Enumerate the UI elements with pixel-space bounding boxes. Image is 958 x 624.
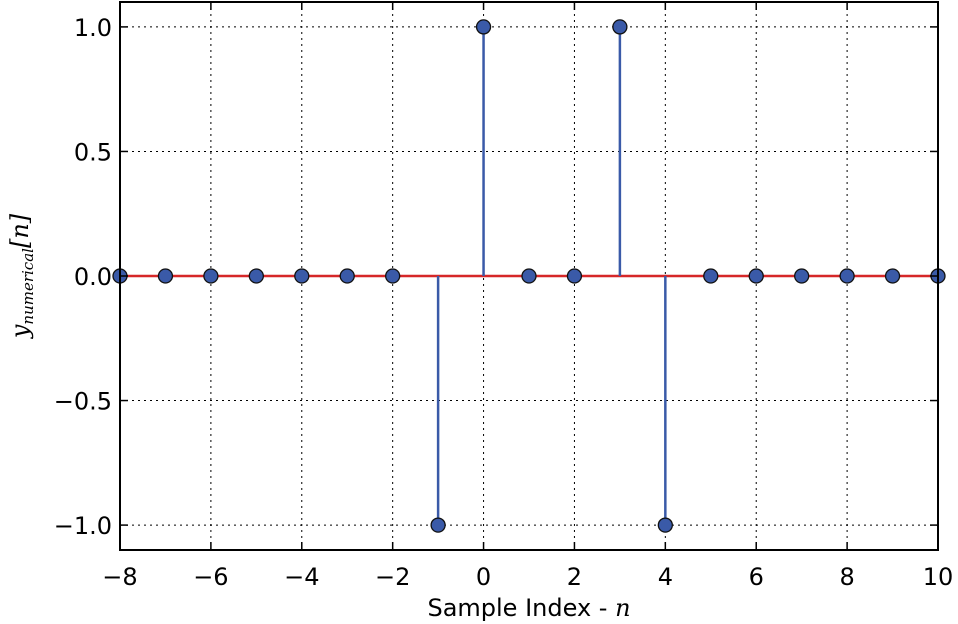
x-tick-label: 6 bbox=[749, 563, 764, 591]
stem-marker bbox=[203, 268, 219, 284]
stem-marker bbox=[748, 268, 764, 284]
x-tick-label: −4 bbox=[284, 563, 319, 591]
stem-marker bbox=[248, 268, 264, 284]
x-axis-label: Sample Index - n bbox=[427, 594, 630, 622]
stem-marker bbox=[385, 268, 401, 284]
stem-marker bbox=[566, 268, 583, 284]
y-tick-label: 1.0 bbox=[74, 14, 112, 42]
x-axis-label-var: n bbox=[615, 594, 630, 622]
x-tick-label: 8 bbox=[839, 563, 854, 591]
stem-marker bbox=[157, 268, 174, 284]
x-tick-label: −8 bbox=[102, 563, 137, 591]
stem-marker bbox=[839, 268, 855, 284]
stem-marker bbox=[612, 19, 628, 35]
stem-marker bbox=[794, 268, 810, 284]
y-axis-label-arg: [n] bbox=[6, 213, 34, 248]
x-tick-label: 4 bbox=[658, 563, 673, 591]
x-tick-labels: −8 −6 −4 −2 0 2 4 6 8 10 bbox=[102, 563, 953, 591]
y-tick-label: −1.0 bbox=[54, 512, 112, 540]
x-tick-label: −6 bbox=[193, 563, 228, 591]
stem-marker bbox=[339, 268, 355, 284]
stem-marker bbox=[430, 517, 446, 533]
stem-marker bbox=[703, 268, 719, 284]
stems bbox=[436, 26, 667, 526]
ticks bbox=[119, 2, 939, 550]
y-tick-label: 0.5 bbox=[74, 138, 112, 166]
x-tick-label: 0 bbox=[476, 563, 491, 591]
stem-marker bbox=[521, 268, 537, 284]
grid bbox=[119, 2, 939, 550]
stem-marker bbox=[657, 517, 673, 533]
x-axis-label-text: Sample Index - bbox=[427, 594, 615, 622]
y-tick-label: 0.0 bbox=[74, 263, 112, 291]
stem-marker bbox=[475, 19, 492, 35]
y-tick-labels: 1.0 0.5 0.0 −0.5 −1.0 bbox=[54, 14, 112, 540]
y-axis-label: ynumerical[n] bbox=[6, 213, 37, 339]
stem-marker bbox=[884, 268, 901, 284]
markers bbox=[112, 19, 946, 533]
x-tick-label: 10 bbox=[923, 563, 954, 591]
y-axis-label-main: y bbox=[6, 324, 34, 339]
stem-marker bbox=[294, 268, 310, 284]
y-axis-label-sub: numerical bbox=[19, 248, 37, 325]
x-tick-label: −2 bbox=[375, 563, 410, 591]
x-tick-label: 2 bbox=[567, 563, 582, 591]
y-tick-label: −0.5 bbox=[54, 388, 112, 416]
